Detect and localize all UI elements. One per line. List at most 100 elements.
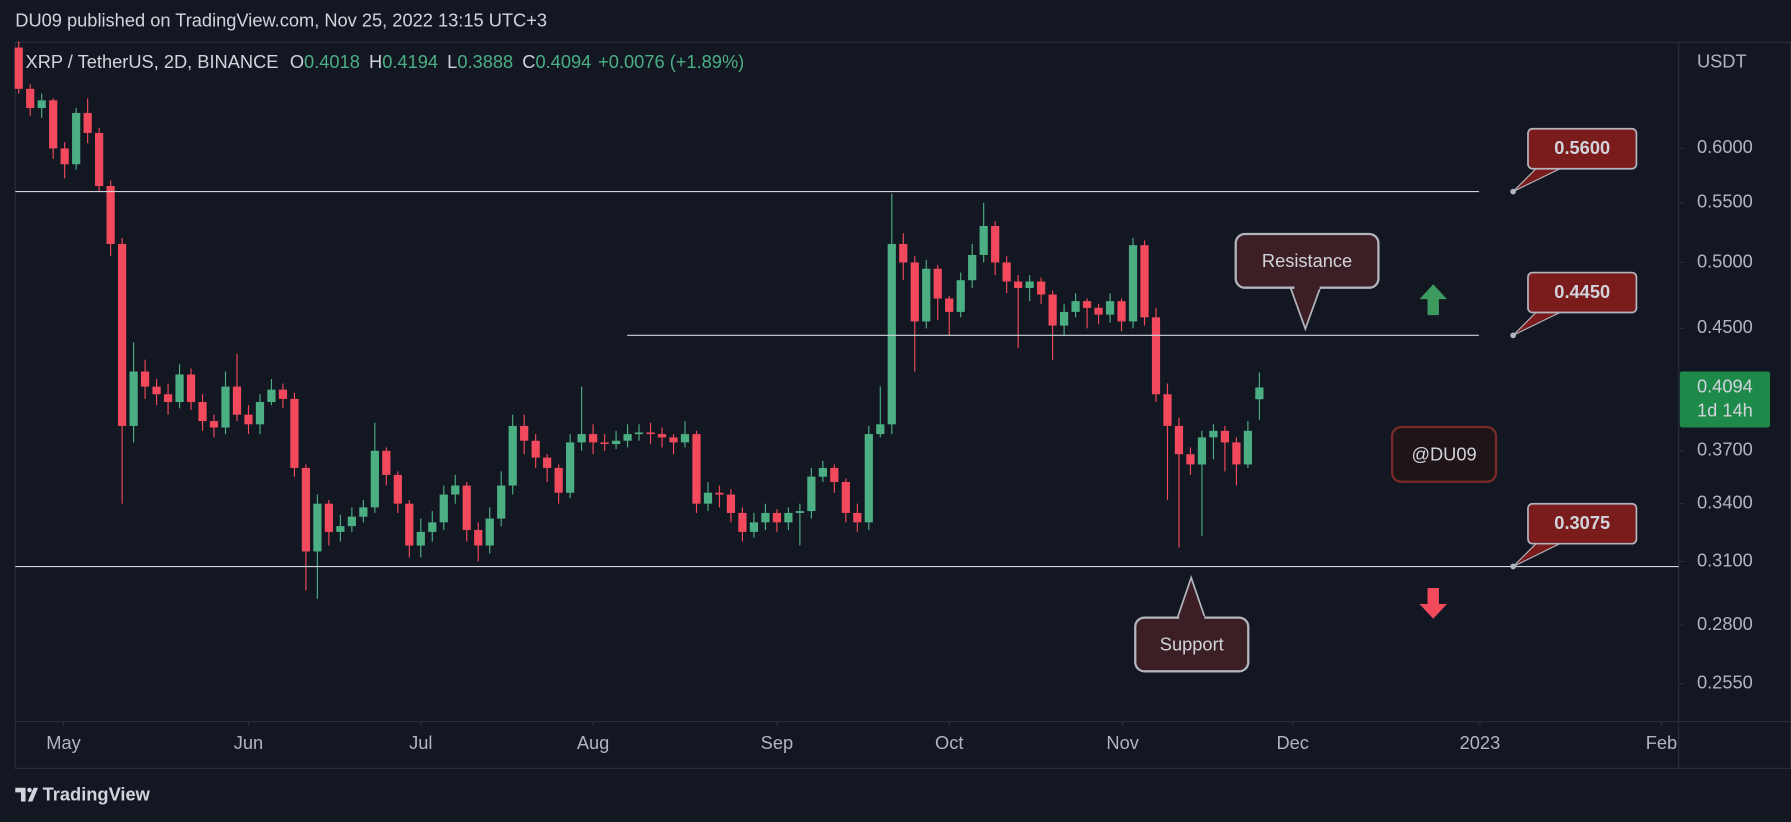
x-tick-label: Jul bbox=[409, 732, 432, 753]
candle-body bbox=[1232, 442, 1241, 465]
candle-body bbox=[405, 503, 414, 546]
candle-body bbox=[255, 402, 265, 425]
candle-body bbox=[1048, 294, 1057, 326]
candle-body bbox=[244, 414, 253, 425]
candle-body bbox=[520, 425, 529, 441]
candle-body bbox=[1140, 245, 1149, 318]
candle-body bbox=[175, 374, 184, 403]
callout-box bbox=[1527, 271, 1638, 314]
candle-body bbox=[439, 494, 448, 523]
brand-logo bbox=[15, 787, 39, 802]
candle-body bbox=[474, 529, 483, 546]
candle-body bbox=[1197, 437, 1207, 465]
y-tick-label: 0.5500 bbox=[1697, 191, 1753, 212]
candle-body bbox=[1037, 281, 1046, 295]
candle-body bbox=[1220, 430, 1230, 443]
candle-body bbox=[198, 402, 207, 422]
candle-body bbox=[485, 518, 494, 546]
candle-body bbox=[416, 531, 425, 546]
y-tick-label: 0.3400 bbox=[1697, 492, 1753, 513]
candle-body bbox=[979, 226, 988, 255]
candle-body bbox=[1117, 301, 1126, 322]
level-anchor bbox=[1510, 563, 1516, 570]
candle-body bbox=[370, 450, 379, 508]
candle-body bbox=[347, 516, 356, 527]
candle-body bbox=[692, 434, 701, 504]
ohlc-label: H bbox=[369, 51, 382, 72]
candle-body bbox=[818, 467, 827, 477]
candle-body bbox=[945, 298, 954, 312]
x-tick-label: 2023 bbox=[1460, 732, 1501, 753]
x-tick-label: Nov bbox=[1106, 732, 1139, 753]
ohlc-value: 0.3888 bbox=[457, 51, 513, 72]
price-tag bbox=[1679, 371, 1771, 428]
candle-body bbox=[60, 148, 69, 165]
candle-body bbox=[508, 425, 517, 486]
ohlc-value: 0.4194 bbox=[382, 51, 438, 72]
y-tick-label: 0.4500 bbox=[1697, 316, 1753, 337]
candle-body bbox=[462, 485, 471, 530]
symbol: XRP / TetherUS, 2D, BINANCE bbox=[26, 51, 279, 72]
x-tick-label: Aug bbox=[577, 732, 609, 753]
candle-body bbox=[497, 485, 506, 519]
candle-body bbox=[267, 389, 276, 403]
candle-body bbox=[393, 474, 402, 504]
candle-body bbox=[129, 371, 138, 426]
candle-body bbox=[841, 481, 850, 513]
candle-body bbox=[428, 522, 437, 532]
candle-body bbox=[152, 386, 161, 395]
candle-body bbox=[566, 442, 575, 493]
candle-body bbox=[1255, 387, 1264, 400]
candle-body bbox=[715, 492, 724, 495]
candle-body bbox=[1163, 394, 1172, 426]
candle-body bbox=[1082, 301, 1092, 308]
x-tick-label: Feb bbox=[1646, 732, 1677, 753]
level-label: 0.3075 bbox=[1554, 512, 1610, 533]
candle-body bbox=[221, 386, 230, 428]
candle-body bbox=[95, 132, 104, 187]
candle-body bbox=[600, 442, 609, 445]
candle-body bbox=[899, 243, 908, 263]
candle-body bbox=[646, 432, 655, 435]
y-tick-label: 0.6000 bbox=[1697, 136, 1753, 157]
countdown: 1d 14h bbox=[1697, 399, 1753, 420]
candle-body bbox=[1094, 307, 1103, 315]
candle-body bbox=[1151, 317, 1161, 395]
y-tick-label: 0.2800 bbox=[1697, 613, 1753, 634]
candle-body bbox=[611, 440, 621, 445]
level-label: 0.4450 bbox=[1554, 281, 1610, 302]
candle-body bbox=[49, 100, 58, 149]
candle-body bbox=[680, 434, 690, 443]
candle-body bbox=[772, 512, 782, 523]
ohlc-value: 0.4018 bbox=[304, 51, 360, 72]
candle-body bbox=[14, 47, 23, 89]
candle-body bbox=[140, 371, 150, 387]
candle-body bbox=[749, 522, 759, 532]
arrow-up bbox=[1419, 284, 1447, 316]
candle-body bbox=[163, 394, 173, 403]
candle-body bbox=[186, 374, 196, 403]
ohlc-label: C bbox=[522, 51, 535, 72]
candle-body bbox=[209, 421, 219, 428]
candle-body bbox=[853, 512, 862, 523]
change: +0.0076 (+1.89%) bbox=[598, 51, 744, 72]
candle-body bbox=[37, 100, 46, 109]
candle-body bbox=[531, 440, 540, 458]
candle-body bbox=[451, 485, 460, 495]
candle-body bbox=[313, 503, 322, 552]
candle-body bbox=[933, 268, 942, 299]
candle-body bbox=[623, 434, 632, 441]
candle-body bbox=[910, 262, 919, 322]
candle-body bbox=[703, 492, 713, 504]
candle-body bbox=[232, 386, 242, 415]
candle-body bbox=[278, 389, 288, 399]
candles bbox=[14, 41, 1264, 599]
level-anchor bbox=[1510, 332, 1516, 339]
candle-body bbox=[876, 424, 885, 435]
candle-body bbox=[72, 112, 81, 165]
candle-body bbox=[657, 434, 667, 438]
x-tick-label: May bbox=[46, 732, 81, 753]
y-tick-label: 0.3100 bbox=[1697, 549, 1753, 570]
